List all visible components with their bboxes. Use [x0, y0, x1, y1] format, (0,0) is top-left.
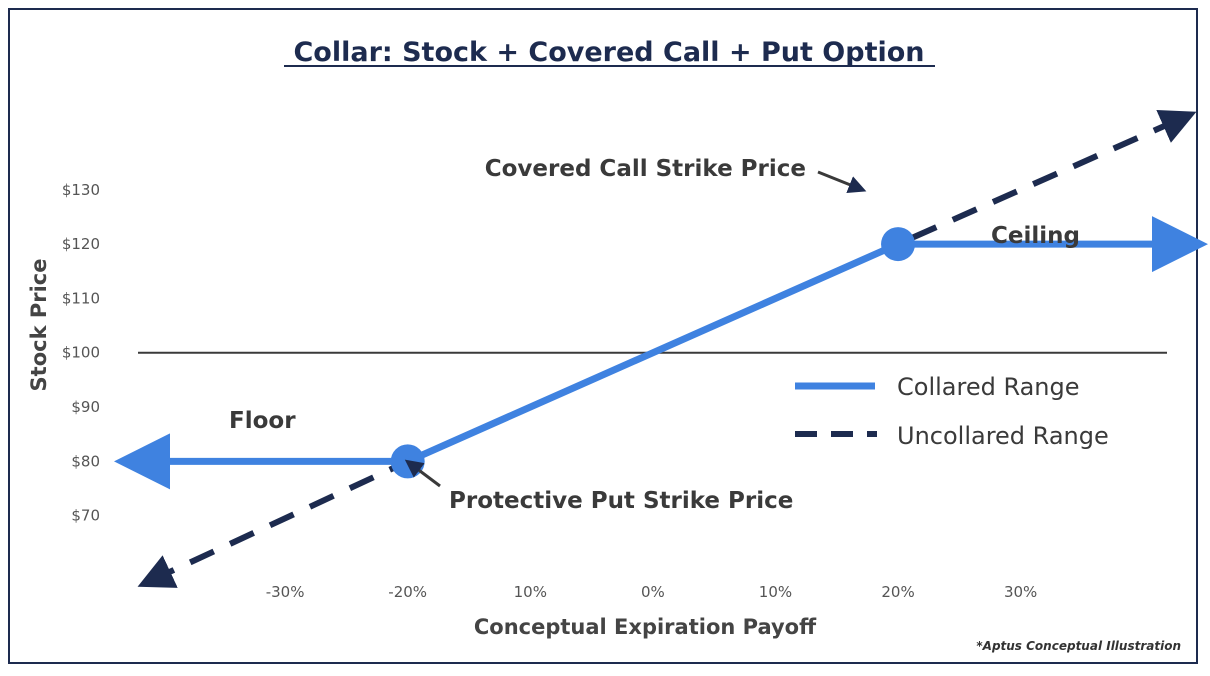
annotation-floor: Floor	[229, 408, 296, 434]
y-tick-label: $120	[62, 235, 100, 253]
y-tick-label: $80	[71, 452, 100, 470]
y-tick-label: $70	[71, 507, 100, 525]
y-tick-label: $110	[62, 289, 100, 307]
x-tick-label: -20%	[388, 583, 427, 601]
y-tick-label: $100	[62, 344, 100, 362]
x-tick-label: -30%	[266, 583, 305, 601]
footnote: *Aptus Conceptual Illustration	[976, 639, 1181, 653]
chart-title: Collar: Stock + Covered Call + Put Optio…	[293, 37, 924, 68]
x-axis-label: Conceptual Expiration Payoff	[474, 615, 817, 639]
legend-label-collared: Collared Range	[897, 373, 1080, 401]
x-tick-label: 10%	[514, 583, 547, 601]
x-tick-label: 30%	[1004, 583, 1037, 601]
y-tick-label: $130	[62, 181, 100, 199]
legend: Collared Range Uncollared Range	[795, 373, 1109, 450]
x-tick-label: 0%	[641, 583, 665, 601]
y-axis-label: Stock Price	[27, 259, 51, 392]
legend-label-uncollared: Uncollared Range	[897, 422, 1109, 450]
annotation-protective-put-strike: Protective Put Strike Price	[449, 488, 793, 514]
x-tick-label: 10%	[759, 583, 792, 601]
uncollared-range-start-arrow	[154, 575, 163, 579]
covered-call-strike-marker	[881, 227, 915, 261]
x-tick-label: 20%	[881, 583, 914, 601]
annotation-covered-call-strike: Covered Call Strike Price	[485, 156, 806, 182]
x-axis-ticks: -30% -20% 10% 0% 10% 20% 30%	[266, 583, 1038, 601]
y-axis-ticks: $130 $120 $110 $100 $90 $80 $70	[62, 181, 100, 525]
y-tick-label: $90	[71, 398, 100, 416]
annotation-ceiling: Ceiling	[991, 223, 1080, 249]
protective-put-strike-marker	[391, 444, 425, 478]
covered-call-pointer	[818, 172, 858, 188]
